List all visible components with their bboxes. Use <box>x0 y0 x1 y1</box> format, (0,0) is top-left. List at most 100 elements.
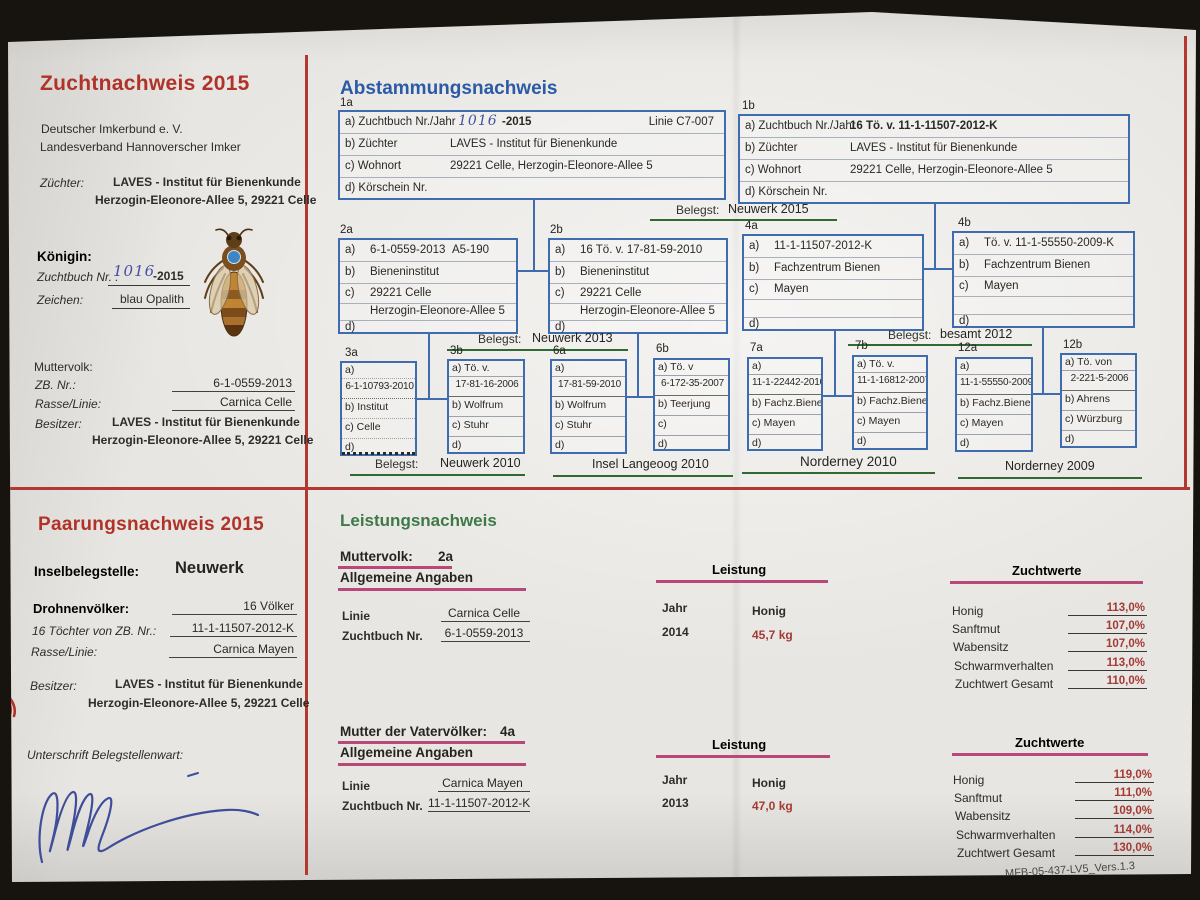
s2-linie-label: Linie <box>342 779 371 793</box>
right-border-red <box>1184 36 1187 488</box>
box6a-d: d) <box>555 439 565 451</box>
besitzer-address: Herzogin-Eleonore-Allee 5, 29221 Celle <box>92 433 314 447</box>
belegst-b1-value: Neuwerk 2010 <box>440 456 521 470</box>
box1a-wohnort: 29221 Celle, Herzogin-Eleonore-Allee 5 <box>450 160 653 172</box>
box3b-c: c) Stuhr <box>449 417 523 437</box>
box1b-zuechter: LAVES - Institut für Bienenkunde <box>850 142 1018 154</box>
box3a-a: a) <box>342 363 415 379</box>
s2-head-ref: 4a <box>500 724 516 739</box>
box6b-num: 6-172-35-2007 <box>655 376 728 396</box>
s1-zw-gesamt-label: Zuchtwert Gesamt <box>955 677 1054 691</box>
box4a-c-letter: c) <box>749 283 759 295</box>
box-12b-id: 12b <box>1063 339 1083 351</box>
box3b-a: a) Tö. v. <box>449 361 523 377</box>
box1b-row-b-label: b) Züchter <box>745 142 798 154</box>
box4a-b-letter: b) <box>749 262 760 274</box>
s1-zw-honig-value: 113,0% <box>1068 602 1147 616</box>
s2-zuchtbuch-value: 11-1-11507-2012-K <box>428 796 531 812</box>
s2-honig-value: 47,0 kg <box>752 799 793 813</box>
abstammung-title: Abstammungsnachweis <box>340 78 558 99</box>
box6a-c: c) Stuhr <box>552 417 625 437</box>
box7b-a: a) Tö. v. <box>854 357 926 373</box>
box1a-linie: Linie C7-007 <box>648 116 714 128</box>
box1b-row-c-label: c) Wohnort <box>745 164 802 176</box>
belegst-top-underline <box>650 219 837 221</box>
s1-honig-label: Honig <box>752 604 786 618</box>
box2a-c-letter: c) <box>345 287 355 299</box>
box6a-b: b) Wolfrum <box>552 397 625 417</box>
connector-1a <box>533 200 535 272</box>
box7a-b: b) Fachz.Bienen <box>749 395 821 415</box>
zuechter-name: LAVES - Institut für Bienenkunde <box>113 175 301 189</box>
s1-zw-wabensitz-value: 107,0% <box>1068 638 1147 652</box>
box1b-row-a-label: a) Zuchtbuch Nr./Jahr <box>745 120 856 132</box>
pedigree-box-4b: a) Tö. v. 11-1-55550-2009-K b) Fachzentrum… <box>952 231 1135 328</box>
pedigree-box-6b: a) Tö. v 6-172-35-2007 b) Teerjung c) d) <box>653 358 730 451</box>
box4a-c-value: Mayen <box>774 283 809 295</box>
besitzer-name: LAVES - Institut für Bienenkunde <box>112 415 300 429</box>
pedigree-box-7a: a) 11-1-22442-2010 b) Fachz.Bienen c) Ma… <box>747 357 823 451</box>
s1-linie-label: Linie <box>342 609 371 623</box>
box4b-b-value: Fachzentrum Bienen <box>984 259 1091 271</box>
box2b-c-value: 29221 Celle <box>580 287 642 299</box>
connector-4b <box>1042 328 1044 395</box>
box12a-a: a) <box>957 359 1031 375</box>
s2-sub: Allgemeine Angaben <box>340 745 474 760</box>
s2-sub-underline <box>338 763 526 766</box>
box3a-c: c) Celle <box>342 419 415 439</box>
box1a-row-d-label: d) Körschein Nr. <box>345 182 428 194</box>
box12a-num: 11-1-55550-2009 <box>957 375 1031 395</box>
s2-zw-schwarm-value: 114,0% <box>1075 824 1154 838</box>
paarung-rasse-label: Rasse/Linie: <box>31 645 98 659</box>
connector-6ab <box>626 396 654 398</box>
s2-jahr-label: Jahr <box>662 773 688 787</box>
pedigree-box-2b: a) 16 Tö. v. 17-81-59-2010 b) Bieneninstit… <box>548 238 728 334</box>
org-line-2: Landesverband Hannoverscher Imker <box>40 140 241 154</box>
belegst-b1-underline <box>350 474 525 476</box>
zuchtbuch-nr-handwritten: 1016 <box>113 262 156 280</box>
s2-head-underline <box>338 741 525 744</box>
zuchtbuch-underline <box>108 285 190 286</box>
box7b-num: 11-1-16812-2007 <box>854 373 926 393</box>
box1b-zuchtbuch: 16 Tö. v. 11-1-11507-2012-K <box>850 120 998 132</box>
belegst-mid2-underline <box>848 344 1032 346</box>
form-version-code: MFB-05-437-LV5_Vers.1.3 <box>1004 860 1136 880</box>
s2-zw-sanftmut-label: Sanftmut <box>954 791 1003 805</box>
box12b-a: a) Tö. von <box>1062 355 1135 371</box>
s2-linie-value: Carnica Mayen <box>438 776 530 792</box>
box3b-num: 17-81-16-2006 <box>449 377 523 397</box>
unterschrift-label: Unterschrift Belegstellenwart: <box>27 748 184 762</box>
pedigree-box-1a: a) Zuchtbuch Nr./Jahr 1016 -2015 Linie C7-0… <box>338 110 726 200</box>
box4b-d-letter: d) <box>959 315 970 327</box>
box7a-num: 11-1-22442-2010 <box>749 375 821 395</box>
box3a-d: d) <box>342 439 415 455</box>
zuechter-label: Züchter: <box>40 176 85 190</box>
box12a-d: d) <box>960 437 970 449</box>
belegst-b3-underline <box>742 472 935 474</box>
pedigree-box-12a: a) 11-1-55550-2009 b) Fachz.Bienen c) Ma… <box>955 357 1033 452</box>
red-pen-mark <box>8 693 17 719</box>
s1-linie-value: Carnica Celle <box>441 606 530 622</box>
zuchtbuch-nr-label: Zuchtbuch Nr. : <box>37 270 119 284</box>
paarung-rasse-value: Carnica Mayen <box>169 642 297 658</box>
box2b-c-letter: c) <box>555 287 565 299</box>
box1b-wohnort: 29221 Celle, Herzogin-Eleonore-Allee 5 <box>850 164 1053 176</box>
pedigree-box-7b: a) Tö. v. 11-1-16812-2007 b) Fachz.Biene… <box>852 355 928 450</box>
box2a-a-letter: a) <box>345 244 356 256</box>
box3a-b: b) Institut <box>342 399 415 419</box>
box2a-c-value: 29221 Celle <box>370 287 432 299</box>
belegst-b1-label: Belegst: <box>375 457 419 471</box>
pedigree-box-3a: a) 6-1-10793-2010 b) Institut c) Celle d… <box>340 361 417 456</box>
box12b-d: d) <box>1065 433 1075 445</box>
pedigree-box-12b: a) Tö. von 2-221-5-2006 b) Ahrens c) Wür… <box>1060 353 1137 448</box>
belegst-mid1-underline <box>447 349 628 351</box>
box2a-address2: Herzogin-Eleonore-Allee 5 <box>370 305 505 317</box>
box2a-b-letter: b) <box>345 266 356 278</box>
box7a-c: c) Mayen <box>749 415 821 435</box>
s1-honig-value: 45,7 kg <box>752 628 793 642</box>
s2-zw-schwarm-label: Schwarmverhalten <box>956 828 1056 842</box>
s2-zuchtwerte-title: Zuchtwerte <box>1015 735 1085 750</box>
connector-4a <box>834 331 836 397</box>
s2-zw-wabensitz-label: Wabensitz <box>955 809 1011 823</box>
